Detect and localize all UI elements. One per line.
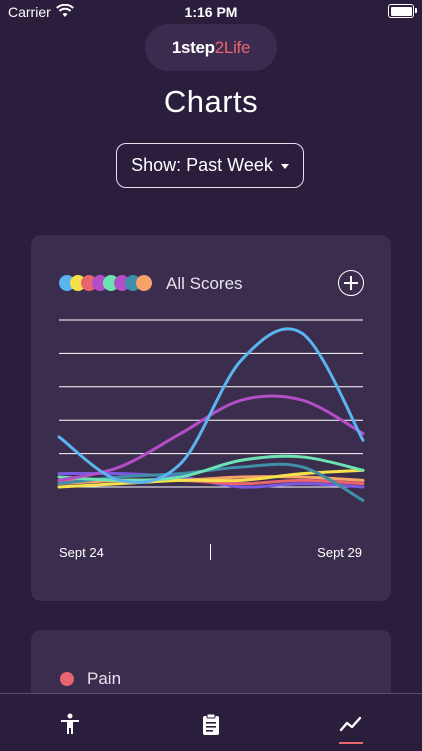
x-axis-end-label: Sept 29 [317, 545, 362, 560]
page-title: Charts [163, 84, 259, 119]
clipboard-icon [203, 713, 219, 735]
logo-text-secondary: 2Life [214, 37, 251, 57]
all-scores-card: All Scores Sept 24 Sept 29 [31, 235, 391, 601]
battery-icon [388, 4, 417, 18]
period-dropdown-label: Show: Past Week [131, 155, 273, 175]
app-logo: 1step 2Life [145, 24, 277, 71]
tab-bar [0, 693, 422, 751]
wifi-icon [56, 3, 74, 23]
tab-journal[interactable] [181, 694, 241, 751]
series-line [57, 468, 365, 489]
logo-text-primary: 1step [171, 37, 215, 57]
pain-label: Pain [87, 669, 122, 688]
legend-dot [136, 275, 152, 291]
series-line [57, 454, 365, 482]
series-line [57, 327, 365, 484]
person-icon [61, 713, 79, 734]
active-tab-indicator [339, 742, 363, 744]
caret-down-icon [280, 164, 289, 169]
scores-chart [57, 319, 365, 502]
period-dropdown[interactable]: Show: Past Week [116, 143, 304, 188]
tab-activity[interactable] [40, 694, 100, 751]
carrier-label: Carrier [8, 4, 51, 20]
series-line [57, 462, 365, 502]
legend-dots [59, 275, 159, 293]
add-button[interactable] [338, 270, 364, 296]
x-axis-start-label: Sept 24 [59, 545, 104, 560]
chart-title: All Scores [166, 274, 243, 293]
status-time: 1:16 PM [184, 4, 238, 20]
chart-icon [339, 716, 362, 732]
pain-color-dot [60, 672, 74, 686]
x-axis-divider [210, 544, 211, 560]
status-bar: Carrier 1:16 PM [0, 0, 422, 24]
tab-charts[interactable] [321, 694, 381, 751]
